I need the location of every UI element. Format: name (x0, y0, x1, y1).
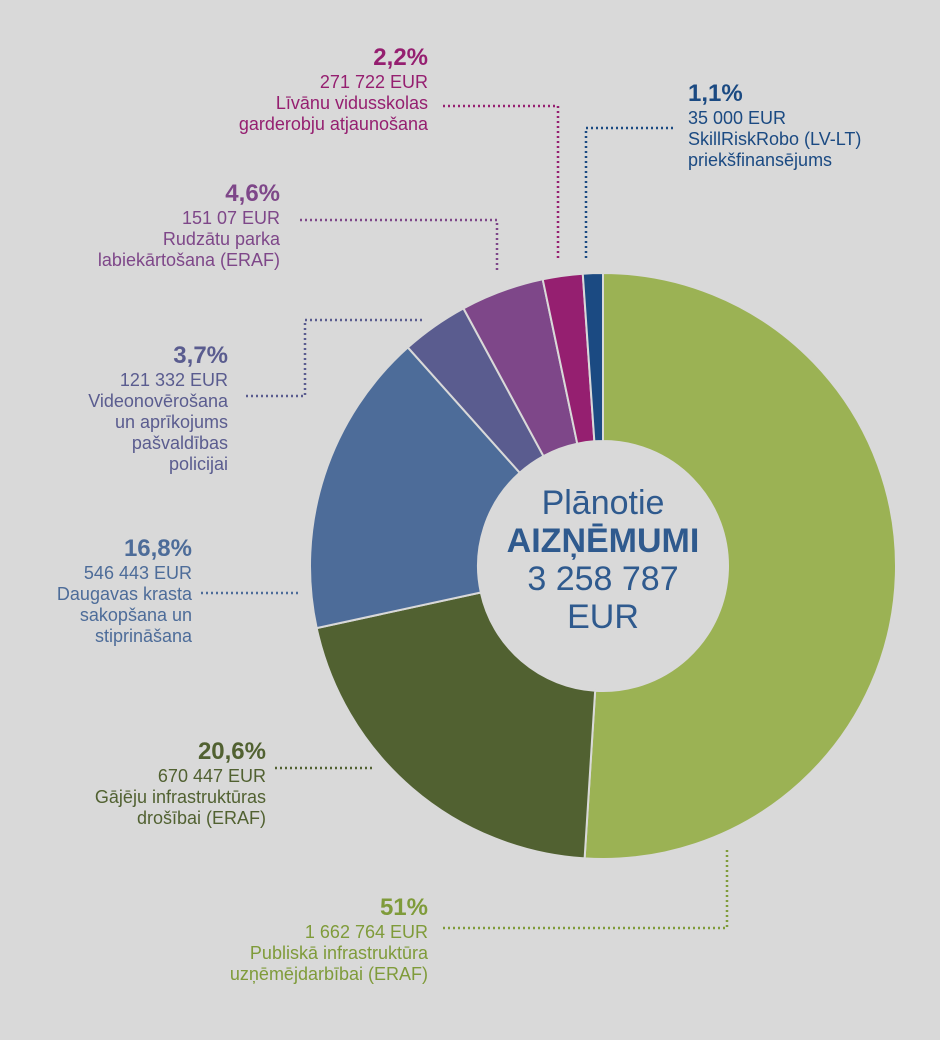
slice-5-desc: Līvānu vidusskolas garderobju atjaunošan… (238, 93, 428, 134)
slice-1-desc: Gājēju infrastruktūras drošībai (ERAF) (94, 787, 266, 828)
center-label: Plānotie AIZŅĒMUMI 3 258 787 EUR (478, 484, 728, 636)
leader-line-0 (442, 850, 729, 930)
slice-6-desc: SkillRiskRobo (LV-LT) priekšfinansējums (688, 129, 862, 170)
label-slice-4: 4,6% 151 07 EUR Rudzātu parka labiekārto… (20, 180, 280, 271)
slice-4-desc: Rudzātu parka labiekārtošana (ERAF) (97, 229, 280, 270)
slice-0-percent: 51% (379, 894, 428, 921)
label-slice-3: 3,7% 121 332 EUR Videonovērošana un aprī… (30, 342, 228, 475)
label-slice-0: 51% 1 662 764 EUR Publiskā infrastruktūr… (180, 894, 428, 985)
label-slice-6: 1,1% 35 000 EUR SkillRiskRobo (LV-LT) pr… (688, 80, 928, 171)
slice-5-percent: 2,2% (373, 44, 428, 71)
donut-slice-2 (309, 346, 522, 630)
center-label-line2: AIZŅĒMUMI (506, 522, 700, 560)
label-slice-2: 16,8% 546 443 EUR Daugavas krasta sakopš… (10, 535, 192, 647)
donut-slice-1 (315, 591, 597, 860)
slice-0-amount: 1 662 764 EUR (304, 922, 428, 942)
label-slice-1: 20,6% 670 447 EUR Gājēju infrastruktūras… (20, 738, 266, 829)
slice-4-amount: 151 07 EUR (181, 208, 280, 228)
slice-1-amount: 670 447 EUR (157, 766, 266, 786)
leader-line-6 (584, 126, 673, 258)
slice-5-amount: 271 722 EUR (319, 72, 428, 92)
slice-6-amount: 35 000 EUR (688, 108, 787, 128)
slice-0-desc: Publiskā infrastruktūra uzņēmējdarbībai … (229, 943, 428, 984)
slice-1-percent: 20,6% (197, 738, 266, 765)
leader-line-5 (442, 104, 560, 258)
slice-3-desc: Videonovērošana un aprīkojums pašvaldība… (88, 391, 228, 474)
slice-4-percent: 4,6% (225, 180, 280, 207)
label-slice-5: 2,2% 271 722 EUR Līvānu vidusskolas gard… (150, 44, 428, 135)
slice-2-desc: Daugavas krasta sakopšana un stiprināšan… (56, 584, 192, 646)
leader-line-3 (244, 318, 422, 398)
donut-slice-0 (583, 271, 897, 860)
slice-3-percent: 3,7% (173, 342, 228, 369)
slice-2-percent: 16,8% (123, 535, 192, 562)
center-label-total: 3 258 787 EUR (527, 560, 679, 636)
slice-3-amount: 121 332 EUR (119, 370, 228, 390)
slice-6-percent: 1,1% (688, 80, 743, 107)
donut-slice-6 (581, 271, 604, 443)
center-label-line1: Plānotie (541, 484, 665, 522)
slice-2-amount: 546 443 EUR (83, 563, 192, 583)
leader-line-4 (298, 218, 499, 270)
